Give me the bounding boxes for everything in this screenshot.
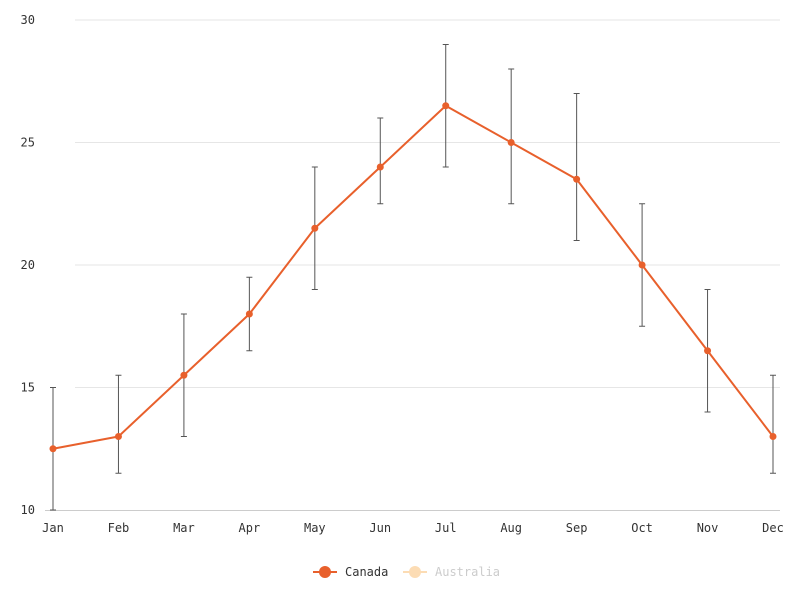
data-point[interactable] xyxy=(442,102,450,110)
series-line xyxy=(52,104,774,450)
data-point[interactable] xyxy=(180,371,188,379)
x-tick-label: Nov xyxy=(697,521,719,535)
error-bar xyxy=(377,117,384,205)
x-tick-label: Oct xyxy=(631,521,653,535)
legend-item[interactable]: Australia xyxy=(403,565,500,579)
legend-symbol-dot xyxy=(409,566,421,578)
data-point[interactable] xyxy=(638,261,646,269)
error-bar xyxy=(508,68,515,205)
legend-item[interactable]: Canada xyxy=(313,565,388,579)
data-point[interactable] xyxy=(376,163,384,171)
y-tick-label: 20 xyxy=(21,258,35,272)
error-bars xyxy=(50,44,776,511)
x-tick-label: Aug xyxy=(500,521,522,535)
legend-symbol-dot xyxy=(319,566,331,578)
error-bar xyxy=(573,93,580,241)
x-tick-label: Apr xyxy=(239,521,261,535)
x-tick-label: Feb xyxy=(108,521,130,535)
legend-symbol-icon xyxy=(403,566,427,578)
grid-layer xyxy=(75,19,780,388)
legend: Canada Australia xyxy=(313,565,500,579)
y-tick-label: 15 xyxy=(21,381,35,395)
data-point[interactable] xyxy=(507,139,515,146)
y-tick-label: 25 xyxy=(21,136,35,150)
x-tick-label: Jul xyxy=(435,521,457,535)
error-bar xyxy=(770,374,776,474)
data-point[interactable] xyxy=(573,175,581,183)
x-tick-label: Dec xyxy=(762,521,784,535)
y-tick-label: 10 xyxy=(21,503,35,517)
legend-label: Australia xyxy=(435,565,500,579)
error-bar xyxy=(115,374,122,474)
axis-layer: 10 15 20 25 30 Jan Feb Mar Apr May Jun Jul Aug Sep Oct… xyxy=(21,13,784,535)
data-point[interactable] xyxy=(311,224,319,232)
legend-symbol-icon xyxy=(313,566,337,578)
data-point[interactable] xyxy=(49,445,57,453)
x-tick-label: Jun xyxy=(369,521,391,535)
data-point[interactable] xyxy=(704,347,712,355)
y-tick-label: 30 xyxy=(21,13,35,27)
data-point[interactable] xyxy=(245,310,253,318)
x-tick-label: Mar xyxy=(173,521,195,535)
x-tick-label: Sep xyxy=(566,521,588,535)
data-point[interactable] xyxy=(114,433,122,440)
series-layer xyxy=(49,102,777,453)
legend-label: Canada xyxy=(345,565,388,579)
x-tick-label: Jan xyxy=(42,521,64,535)
x-tick-label: May xyxy=(304,521,326,535)
data-point[interactable] xyxy=(769,433,777,440)
